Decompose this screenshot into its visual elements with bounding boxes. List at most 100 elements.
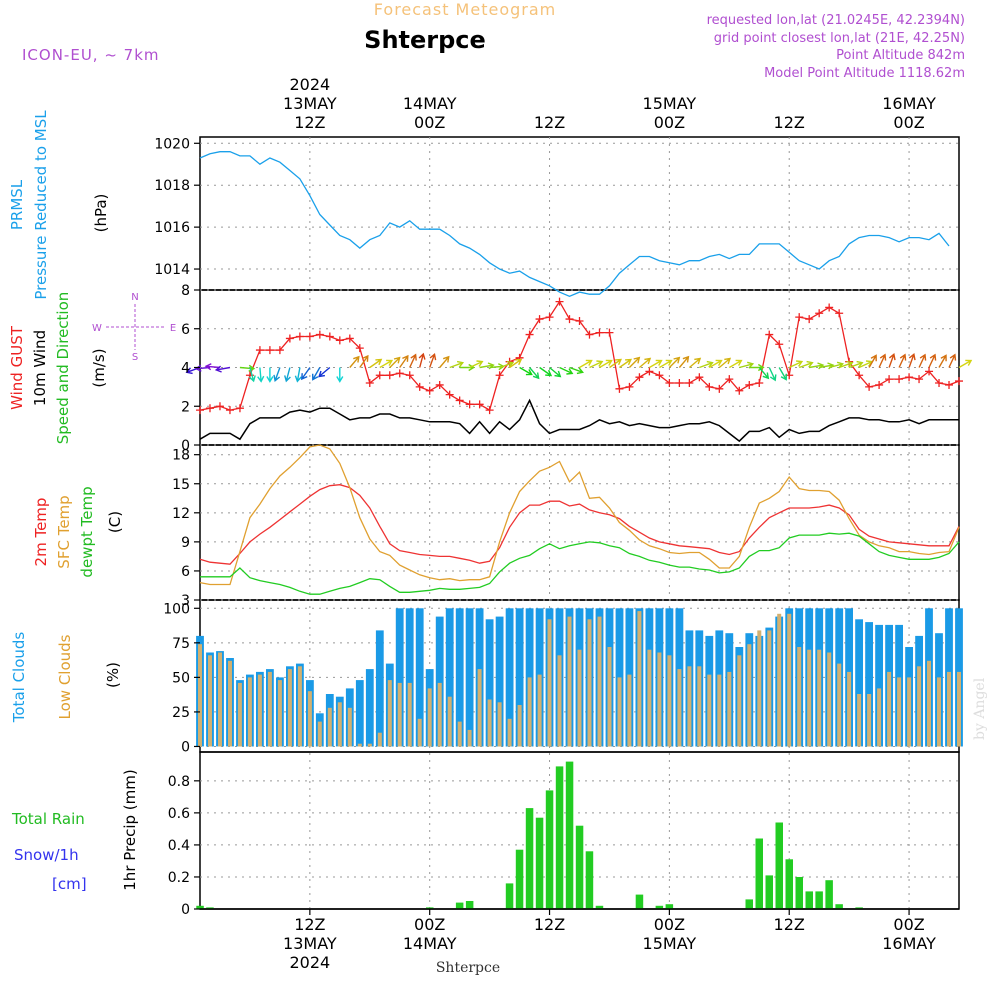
low-cloud-bar xyxy=(247,677,252,747)
wind-tick-label: 0 xyxy=(181,438,190,454)
precip-snow-label: Snow/1h xyxy=(14,846,79,864)
low-cloud-bar xyxy=(467,729,472,747)
wind-arrow xyxy=(638,357,652,369)
wind-arrow xyxy=(938,354,947,368)
gust-marker xyxy=(705,382,714,391)
wind-arrow xyxy=(579,359,593,369)
low-cloud-bar xyxy=(737,655,742,747)
precip-bar xyxy=(465,901,474,909)
low-cloud-bar xyxy=(507,718,512,747)
low-cloud-bar xyxy=(417,718,422,747)
low-cloud-bar xyxy=(547,619,552,747)
gust-marker xyxy=(205,404,214,413)
gust-marker xyxy=(755,379,764,387)
gust-marker xyxy=(465,400,474,409)
gust-marker xyxy=(196,406,204,415)
precip-bar xyxy=(635,894,644,909)
wind-arrow xyxy=(659,359,673,369)
wind-arrow xyxy=(649,359,663,369)
gust-marker xyxy=(825,303,834,312)
wind-arrow xyxy=(599,359,613,369)
precip-bar xyxy=(196,905,204,909)
gust-marker xyxy=(495,371,504,380)
low-cloud-bar xyxy=(337,702,342,747)
temp-dewpoint-line xyxy=(200,532,960,595)
compass-s-label: S xyxy=(132,352,138,363)
low-cloud-bar xyxy=(307,691,312,747)
low-cloud-bar xyxy=(857,694,862,747)
gust-marker xyxy=(955,377,963,386)
gust-marker xyxy=(485,406,494,415)
wind-arrow xyxy=(758,367,770,380)
low-cloud-bar xyxy=(747,644,752,747)
wind-arrow xyxy=(878,353,887,368)
precip-bar xyxy=(665,904,674,909)
low-cloud-bar xyxy=(827,652,832,747)
time-label-top: 14MAY xyxy=(403,94,457,113)
precip-bar xyxy=(595,905,604,909)
time-label-top: 12Z xyxy=(534,113,565,132)
wind-arrow xyxy=(898,353,907,368)
low-cloud-bar xyxy=(257,674,262,747)
wind-arrow xyxy=(369,358,383,369)
temp-sfc-line xyxy=(199,444,960,586)
gust-marker xyxy=(615,384,624,393)
wind-arrow xyxy=(204,363,221,371)
gust-marker xyxy=(865,382,874,391)
wind-arrow xyxy=(798,360,814,369)
wind-arrow xyxy=(389,356,401,368)
low-cloud-bar xyxy=(347,707,352,747)
time-label-top: 12Z xyxy=(294,113,325,132)
total-cloud-bar xyxy=(485,619,494,747)
wind-label: Speed and Direction xyxy=(54,292,72,445)
total-cloud-bar xyxy=(875,624,883,747)
temp-panel xyxy=(199,444,960,601)
total-cloud-bar xyxy=(395,608,404,747)
low-cloud-bar xyxy=(297,666,302,747)
gust-marker xyxy=(925,367,934,376)
wind-arrow xyxy=(469,360,484,369)
precip-bar xyxy=(825,880,833,909)
compass-w-label: W xyxy=(92,323,102,334)
wind-arrow xyxy=(312,367,321,381)
low-cloud-bar xyxy=(527,677,532,747)
low-cloud-bar xyxy=(947,671,951,747)
temp-tick-label: 6 xyxy=(181,564,190,580)
low-cloud-bar xyxy=(357,743,362,747)
wind-arrow xyxy=(619,358,633,369)
gust-marker xyxy=(695,373,704,382)
gust-marker xyxy=(405,371,414,380)
gust-marker xyxy=(585,330,594,339)
temp-tick-label: 3 xyxy=(181,593,190,609)
gust-marker xyxy=(285,334,294,343)
gust-marker xyxy=(215,402,224,411)
pressure-panel xyxy=(199,136,960,291)
wind-arrow xyxy=(336,367,344,383)
wind-arrow xyxy=(499,360,515,369)
precip-bar xyxy=(525,808,534,909)
low-cloud-bar xyxy=(937,677,941,747)
gust-marker xyxy=(565,315,574,324)
clouds-tick-label: 50 xyxy=(172,670,190,686)
precip-bar xyxy=(755,838,763,909)
wind-arrow xyxy=(948,353,957,368)
time-label-bottom: 00Z xyxy=(654,915,685,934)
wind-arrow xyxy=(908,353,916,368)
total-cloud-bar xyxy=(445,608,454,747)
total-cloud-bar xyxy=(495,616,504,747)
precip-bar xyxy=(765,875,773,909)
wind-arrow xyxy=(708,359,723,369)
precip-bar xyxy=(535,817,544,909)
point-altitude: Point Altitude 842m xyxy=(836,48,965,63)
wind-arrow xyxy=(609,358,623,369)
clouds-tick-label: 100 xyxy=(163,601,190,617)
low-cloud-bar xyxy=(327,707,332,747)
precip-axis-label: 1hr Precip (mm) xyxy=(121,769,139,890)
time-label-top: 00Z xyxy=(893,113,924,132)
low-cloud-bar xyxy=(717,674,722,747)
precip-bar xyxy=(455,902,464,909)
gust-marker xyxy=(455,396,464,405)
pressure-label: PRMSL xyxy=(8,179,26,230)
wind-arrow xyxy=(529,367,540,380)
gust-marker xyxy=(805,315,814,324)
